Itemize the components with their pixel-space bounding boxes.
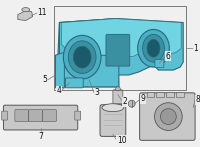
Ellipse shape: [115, 87, 120, 91]
Ellipse shape: [160, 109, 176, 125]
Text: 6: 6: [165, 52, 170, 61]
Polygon shape: [55, 52, 64, 88]
Text: 1: 1: [193, 44, 198, 53]
Text: 7: 7: [38, 132, 43, 141]
Text: 4: 4: [57, 86, 61, 95]
FancyBboxPatch shape: [166, 92, 174, 97]
FancyBboxPatch shape: [113, 90, 123, 104]
Text: 8: 8: [195, 95, 200, 104]
Ellipse shape: [22, 8, 30, 12]
Ellipse shape: [63, 35, 101, 79]
Text: 2: 2: [123, 97, 128, 106]
Ellipse shape: [128, 100, 135, 107]
FancyBboxPatch shape: [147, 92, 154, 97]
FancyBboxPatch shape: [100, 105, 126, 136]
FancyBboxPatch shape: [15, 110, 29, 122]
Text: 5: 5: [43, 75, 48, 84]
Ellipse shape: [147, 39, 160, 57]
FancyBboxPatch shape: [156, 92, 164, 97]
Text: 9: 9: [141, 94, 145, 103]
FancyBboxPatch shape: [1, 111, 7, 120]
FancyBboxPatch shape: [65, 78, 83, 88]
Polygon shape: [56, 50, 119, 87]
FancyBboxPatch shape: [176, 92, 184, 97]
Polygon shape: [59, 19, 183, 75]
Ellipse shape: [68, 41, 96, 74]
Polygon shape: [61, 19, 181, 58]
Text: 10: 10: [117, 136, 126, 145]
FancyBboxPatch shape: [43, 110, 56, 122]
Ellipse shape: [154, 103, 182, 130]
Text: 3: 3: [94, 88, 99, 97]
Text: 11: 11: [38, 8, 47, 17]
Polygon shape: [18, 11, 33, 21]
Polygon shape: [56, 19, 119, 87]
FancyBboxPatch shape: [106, 34, 130, 66]
Ellipse shape: [138, 29, 169, 67]
FancyBboxPatch shape: [140, 93, 195, 140]
FancyBboxPatch shape: [3, 105, 78, 130]
Ellipse shape: [102, 104, 124, 112]
FancyBboxPatch shape: [29, 110, 43, 122]
FancyBboxPatch shape: [155, 60, 164, 68]
FancyBboxPatch shape: [75, 111, 81, 120]
Ellipse shape: [143, 34, 164, 62]
Ellipse shape: [73, 46, 91, 68]
